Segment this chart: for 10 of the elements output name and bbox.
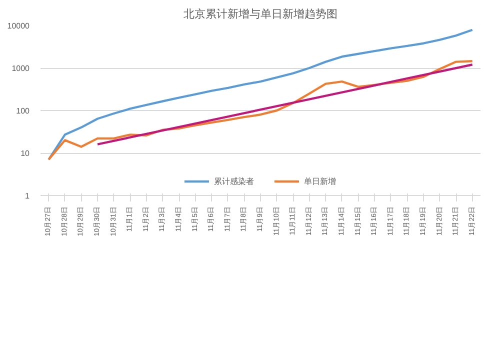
line-series	[48, 60, 474, 161]
chart-title: 北京累计新增与单日新增趋势图	[184, 8, 338, 20]
legend-label: 累计感染者	[214, 176, 254, 186]
y-tick-label: 1	[25, 192, 30, 200]
y-tick-label: 100	[16, 106, 30, 116]
y-tick-label: 1000	[12, 64, 30, 73]
y-tick-label: 10000	[7, 22, 30, 30]
y-tick-label: 10	[20, 149, 30, 158]
legend-label: 单日新增	[304, 176, 336, 186]
line-series	[48, 28, 474, 161]
